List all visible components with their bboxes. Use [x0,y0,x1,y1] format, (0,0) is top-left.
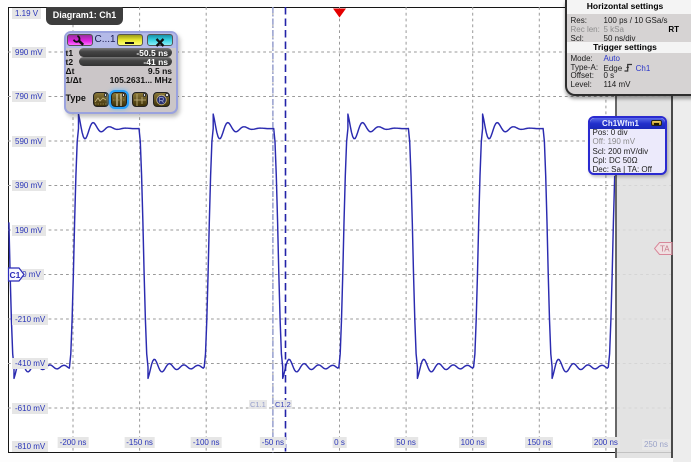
svg-text:C1: C1 [10,270,21,280]
svg-text:TA: TA [660,244,670,253]
